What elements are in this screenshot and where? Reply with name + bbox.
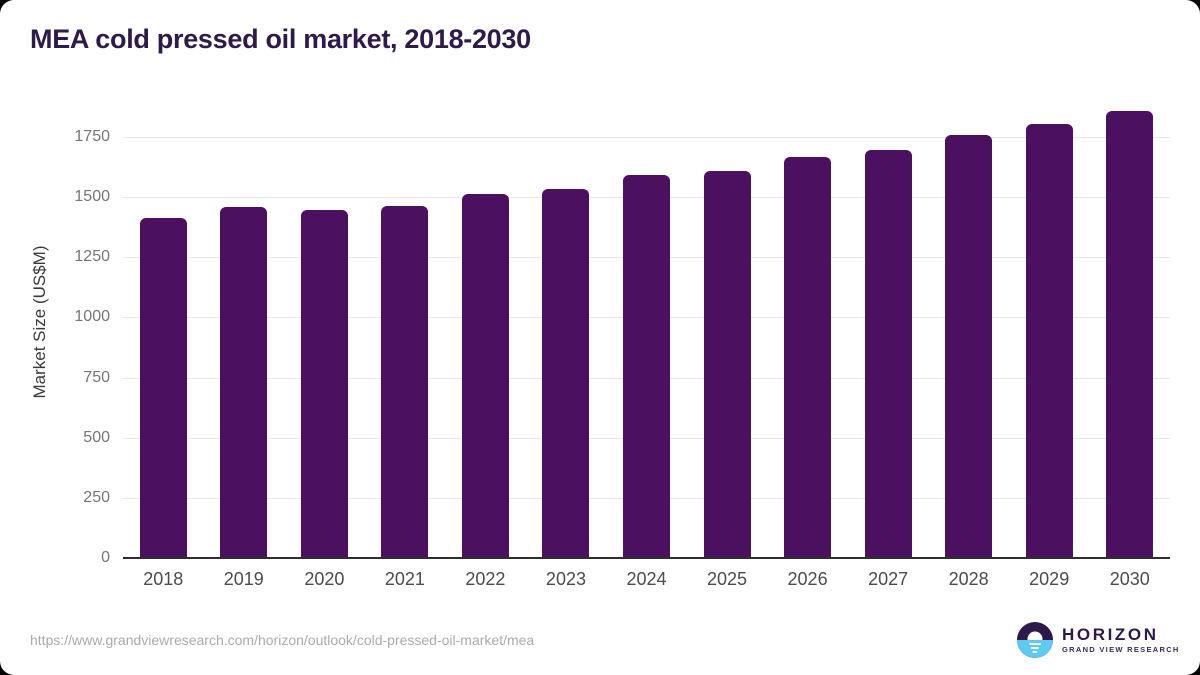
y-axis-title: Market Size (US$M) (30, 245, 49, 399)
source-url: https://www.grandviewresearch.com/horizo… (30, 632, 535, 648)
horizon-sun-icon (1017, 622, 1053, 658)
bar-2028 (945, 134, 993, 558)
y-tick-label-0: 0 (101, 549, 110, 566)
bar-2020 (300, 210, 348, 558)
bar-2022 (461, 193, 509, 558)
y-tick-label-1750: 1750 (74, 128, 110, 145)
x-tick-label-2026: 2026 (787, 569, 828, 589)
water-shape (1017, 640, 1053, 658)
y-tick-label-1250: 1250 (74, 248, 110, 266)
x-tick-label-2018: 2018 (143, 569, 184, 589)
horizon-logo: HORIZON GRAND VIEW RESEARCH (1017, 622, 1180, 658)
y-tick-label-250: 250 (83, 488, 110, 506)
chart-title: MEA cold pressed oil market, 2018-2030 (30, 24, 531, 54)
x-tick-label-2020: 2020 (304, 569, 345, 589)
x-tick-label-2021: 2021 (384, 569, 425, 589)
bar-2021 (381, 205, 429, 558)
bar-2025 (703, 170, 751, 558)
x-tick-label-2022: 2022 (465, 569, 506, 589)
y-tick-label-1000: 1000 (74, 308, 110, 326)
x-tick-label-2025: 2025 (707, 569, 748, 589)
x-tick-label-2028: 2028 (948, 569, 989, 589)
bar-2019 (220, 206, 268, 558)
logo-subbrand-text: GRAND VIEW RESEARCH (1062, 645, 1180, 655)
bar-2024 (623, 175, 670, 558)
x-axis-line (123, 557, 1170, 559)
x-tick-label-2024: 2024 (626, 569, 667, 589)
logo-text: HORIZON GRAND VIEW RESEARCH (1062, 624, 1180, 655)
bar-2018 (139, 217, 187, 558)
gridline-1750 (123, 137, 1170, 138)
bar-2027 (864, 150, 912, 558)
bar-2030 (1106, 110, 1154, 558)
bar-2029 (1025, 123, 1073, 558)
y-tick-label-500: 500 (83, 428, 110, 446)
x-tick-label-2030: 2030 (1109, 569, 1150, 589)
x-tick-label-2027: 2027 (868, 569, 909, 589)
bar-2026 (784, 157, 832, 558)
x-tick-label-2023: 2023 (545, 569, 586, 589)
x-tick-label-2029: 2029 (1029, 569, 1070, 589)
bar-2023 (542, 188, 590, 558)
y-tick-label-750: 750 (83, 368, 110, 386)
logo-brand-text: HORIZON (1062, 624, 1159, 644)
y-tick-label-1500: 1500 (74, 188, 110, 206)
x-tick-label-2019: 2019 (223, 569, 264, 589)
